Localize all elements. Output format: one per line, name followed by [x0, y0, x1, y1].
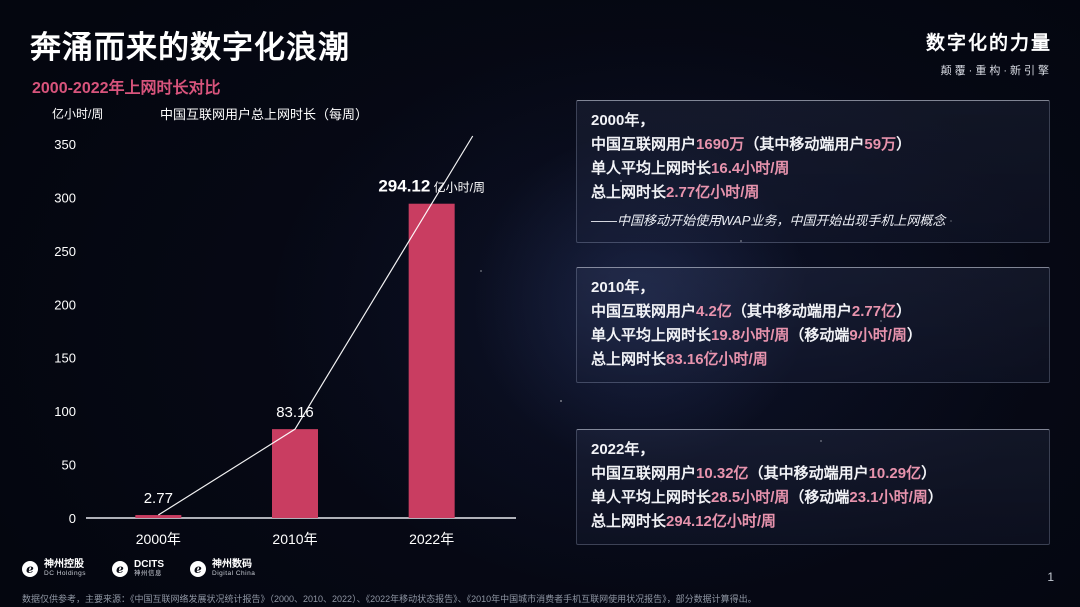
bar-chart: 0 50 100 150 200 250 300 350 2.77 2000年 83.16 2010年…: [54, 135, 516, 547]
y-tick-label: 100: [54, 404, 76, 419]
highlight-value: 28.5小时/周: [711, 489, 790, 506]
brand-name: 数字化的力量: [925, 33, 1052, 54]
logo-primary-text: 神州控股: [44, 559, 84, 570]
text-segment: 总上网时长: [591, 184, 667, 201]
info-box-2022: 2022年， 中国互联网用户10.32亿（其中移动端用户10.29亿） 单人平均上网…: [576, 429, 1050, 545]
info-box-2010: 2010年， 中国互联网用户4.2亿（其中移动端用户2.77亿） 单人平均上网时长1…: [576, 267, 1050, 383]
highlight-value: 9小时/周: [849, 327, 907, 344]
highlight-value: 83.16亿小时/周: [666, 351, 768, 368]
bar-value-label: 294.12 亿小时/周: [378, 177, 485, 196]
highlight-value: 1690万: [696, 136, 745, 153]
text-segment: ）: [896, 303, 912, 320]
text-segment: （其中移动端用户: [731, 303, 852, 320]
highlight-value: 4.2亿: [696, 303, 732, 320]
info-line: 单人平均上网时长19.8小时/周（移动端9小时/周）: [591, 324, 1035, 348]
logo-dc-holdings: e 神州控股 DC Holdings: [22, 559, 86, 578]
text-segment: （移动端: [789, 327, 850, 344]
y-axis-unit-label: 亿小时/周: [52, 107, 104, 121]
highlight-value: 294.12亿小时/周: [666, 513, 777, 530]
info-line: 2000年，: [591, 109, 1035, 133]
y-tick-label: 0: [69, 511, 76, 526]
info-line: 2022年，: [591, 438, 1035, 462]
highlight-value: 19.8小时/周: [711, 327, 790, 344]
highlight-value: 10.32亿: [696, 465, 749, 482]
page-title: 奔涌而来的数字化浪潮: [30, 30, 350, 65]
y-tick-label: 300: [54, 190, 76, 205]
x-category-label: 2022年: [409, 531, 454, 547]
text-segment: 单人平均上网时长: [591, 327, 712, 344]
text-segment: （移动端: [789, 489, 850, 506]
y-tick-label: 150: [54, 351, 76, 366]
text-segment: ）: [906, 327, 922, 344]
info-line: 总上网时长83.16亿小时/周: [591, 348, 1035, 372]
logo-primary-text: 神州数码: [212, 559, 252, 570]
x-category-label: 2010年: [272, 531, 317, 547]
background-stars: [620, 180, 622, 182]
subtitle: 2000-2022年上网时长对比: [32, 80, 221, 97]
info-line: 中国互联网用户4.2亿（其中移动端用户2.77亿）: [591, 300, 1035, 324]
highlight-value: 16.4小时/周: [711, 160, 790, 177]
brand-tagline: 颠覆·重构·新引擎: [940, 65, 1052, 77]
y-tick-label: 350: [54, 137, 76, 152]
info-note-line: ——中国移动开始使用WAP业务，中国开始出现手机上网概念: [591, 210, 1035, 232]
y-tick-label: 200: [54, 297, 76, 312]
brand-block: 数字化的力量 颠覆·重构·新引擎: [926, 28, 1052, 78]
info-line: 单人平均上网时长28.5小时/周（移动端23.1小时/周）: [591, 486, 1035, 510]
text-segment: 单人平均上网时长: [591, 160, 712, 177]
company-logos: e 神州控股 DC Holdings e DCITS 神州信息 e 神州数码 D…: [22, 559, 255, 578]
logo-dcits: e DCITS 神州信息: [112, 559, 164, 578]
bar-value-label: 83.16: [276, 404, 314, 421]
text-segment: 中国互联网用户: [591, 136, 697, 153]
text-segment: ——中国移动开始使用WAP业务，中国开始出现手机上网概念: [591, 213, 946, 228]
logo-digital-china: e 神州数码 Digital China: [190, 559, 255, 578]
text-segment: 中国互联网用户: [591, 303, 697, 320]
text-segment: 2010年，: [591, 279, 655, 296]
highlight-value: 2.77亿小时/周: [666, 184, 760, 201]
x-category-label: 2000年: [136, 531, 181, 547]
text-segment: 2022年，: [591, 441, 655, 458]
info-box-2000: 2000年， 中国互联网用户1690万（其中移动端用户59万） 单人平均上网时长16…: [576, 100, 1050, 243]
bar-value-label: 2.77: [144, 490, 173, 507]
digital-china-logo-icon: e: [190, 560, 206, 577]
text-segment: ）: [927, 489, 943, 506]
y-tick-label: 250: [54, 244, 76, 259]
data-source-note: 数据仅供参考，主要来源：《中国互联网络发展状况统计报告》（2000、2010、2…: [22, 594, 757, 604]
bar-2022年: [408, 203, 455, 518]
highlight-value: 2.77亿: [851, 303, 897, 320]
highlight-value: 10.29亿: [868, 465, 922, 482]
logo-secondary-text: Digital China: [212, 570, 256, 577]
highlight-value: 59万: [864, 136, 897, 153]
page-number: 1: [1047, 570, 1054, 584]
dc-holdings-logo-icon: e: [22, 560, 38, 577]
info-line: 中国互联网用户10.32亿（其中移动端用户10.29亿）: [591, 462, 1035, 486]
info-line: 总上网时长2.77亿小时/周: [591, 181, 1035, 205]
text-segment: ）: [896, 136, 912, 153]
trend-line: [158, 135, 474, 516]
chart-title: 中国互联网用户总上网时长（每周）: [160, 107, 369, 122]
chart-area: 亿小时/周 中国互联网用户总上网时长（每周） 0 50 100 150 200 250 30…: [28, 96, 548, 576]
text-segment: ）: [921, 465, 937, 482]
text-segment: 中国互联网用户: [591, 465, 697, 482]
info-line: 总上网时长294.12亿小时/周: [591, 510, 1035, 534]
info-line: 2010年，: [591, 276, 1035, 300]
dcits-logo-icon: e: [112, 560, 128, 577]
logo-primary-text: DCITS: [134, 559, 164, 570]
text-segment: 2000年，: [591, 112, 655, 129]
text-segment: 总上网时长: [591, 513, 667, 530]
text-segment: 单人平均上网时长: [591, 489, 712, 506]
text-segment: 总上网时长: [591, 351, 667, 368]
text-segment: （其中移动端用户: [748, 465, 869, 482]
bar-2010年: [272, 429, 318, 518]
logo-secondary-text: 神州信息: [134, 570, 162, 577]
highlight-value: 23.1小时/周: [849, 489, 928, 506]
info-line: 中国互联网用户1690万（其中移动端用户59万）: [591, 133, 1035, 157]
info-line: 单人平均上网时长16.4小时/周: [591, 157, 1035, 181]
logo-secondary-text: DC Holdings: [44, 570, 86, 577]
y-tick-label: 50: [62, 458, 76, 473]
text-segment: （其中移动端用户: [744, 136, 865, 153]
bar-2000年: [135, 515, 182, 518]
